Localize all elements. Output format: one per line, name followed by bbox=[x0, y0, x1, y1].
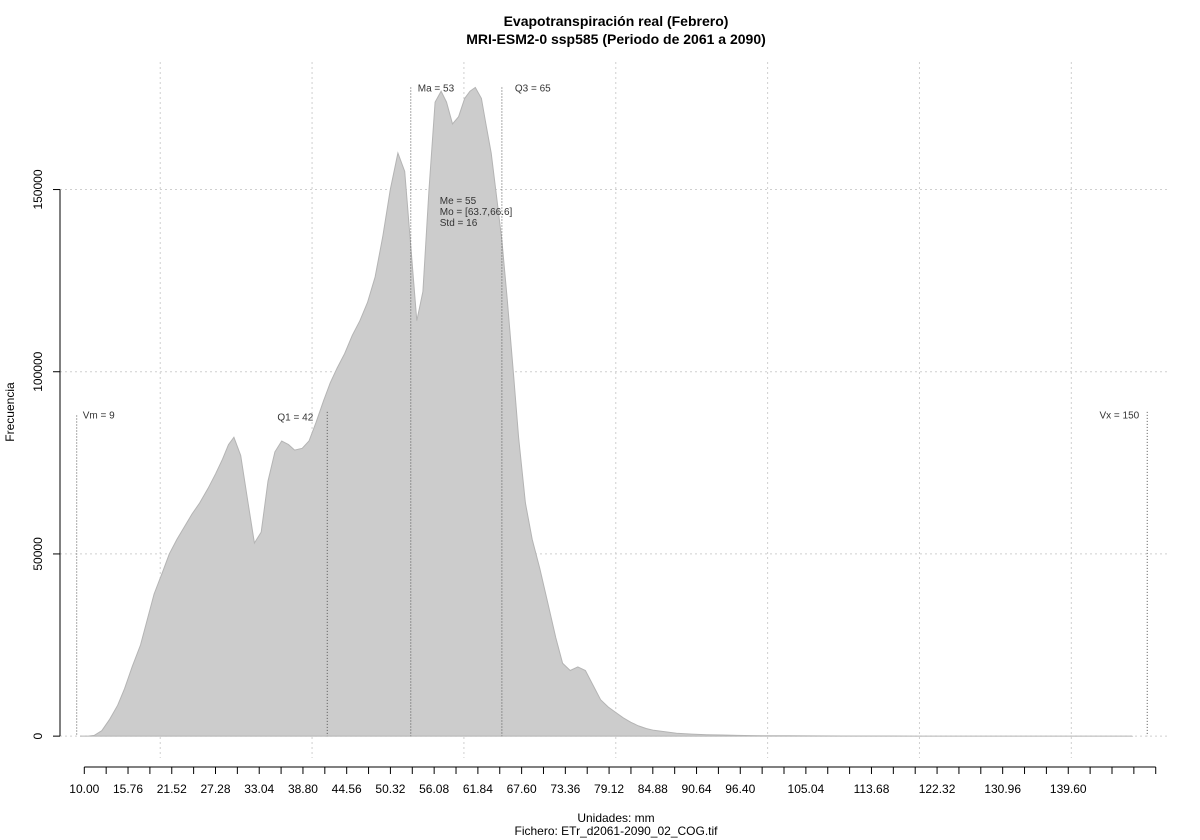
chart-title: Evapotranspiración real (Febrero) bbox=[503, 13, 729, 29]
x-tick-label: 90.64 bbox=[682, 782, 712, 796]
marker-lines bbox=[76, 87, 1148, 737]
x-tick-label: 15.76 bbox=[113, 782, 143, 796]
x-tick-label: 113.68 bbox=[854, 782, 890, 796]
x-tick-label: 105.04 bbox=[788, 782, 825, 796]
x-tick-label: 56.08 bbox=[419, 782, 449, 796]
vx-label: Vx = 150 bbox=[1099, 410, 1139, 421]
q3-label: Q3 = 65 bbox=[515, 84, 551, 95]
x-tick-label: 61.84 bbox=[463, 782, 493, 796]
annotation-labels: Vm = 9 Q1 = 42 Ma = 53 Q3 = 65 Vx = 150 Me = … bbox=[83, 84, 1140, 424]
stats-label: Me = 55 bbox=[440, 196, 477, 207]
stats-label: Std = 16 bbox=[440, 218, 478, 229]
axes: 0 50000 100000 150000 10.00 15.76 21.52 27.28 33… bbox=[31, 169, 1157, 796]
x-tick-label: 139.60 bbox=[1050, 782, 1087, 796]
x-tick-label: 21.52 bbox=[157, 782, 187, 796]
q1-label: Q1 = 42 bbox=[277, 412, 313, 423]
x-tick-label: 44.56 bbox=[332, 782, 362, 796]
x-tick-label: 84.88 bbox=[638, 782, 668, 796]
x-tick-label: 96.40 bbox=[725, 782, 755, 796]
x-tick-label: 79.12 bbox=[594, 782, 624, 796]
x-axis-label: Unidades: mm bbox=[577, 811, 655, 825]
x-tick-label: 130.96 bbox=[984, 782, 1021, 796]
file-name-label: Fichero: ETr_d2061-2090_02_COG.tif bbox=[514, 824, 718, 838]
x-tick-label: 67.60 bbox=[507, 782, 537, 796]
y-tick-label: 0 bbox=[31, 732, 45, 739]
frequency-area bbox=[79, 86, 1134, 737]
vm-label: Vm = 9 bbox=[83, 410, 115, 421]
x-tick-label: 73.36 bbox=[550, 782, 580, 796]
stats-label: Mo = [63.7,66.6] bbox=[440, 207, 513, 218]
x-tick-label: 10.00 bbox=[69, 782, 99, 796]
y-tick-label: 150000 bbox=[31, 169, 45, 209]
y-tick-label: 100000 bbox=[31, 351, 45, 391]
chart-subtitle: MRI-ESM2-0 ssp585 (Periodo de 2061 a 209… bbox=[466, 31, 766, 47]
x-tick-label: 122.32 bbox=[919, 782, 956, 796]
x-tick-label: 27.28 bbox=[200, 782, 230, 796]
x-tick-label: 33.04 bbox=[244, 782, 274, 796]
x-tick-label: 50.32 bbox=[375, 782, 405, 796]
x-tick-label: 38.80 bbox=[288, 782, 318, 796]
ma-label: Ma = 53 bbox=[418, 84, 455, 95]
y-tick-label: 50000 bbox=[31, 537, 45, 571]
